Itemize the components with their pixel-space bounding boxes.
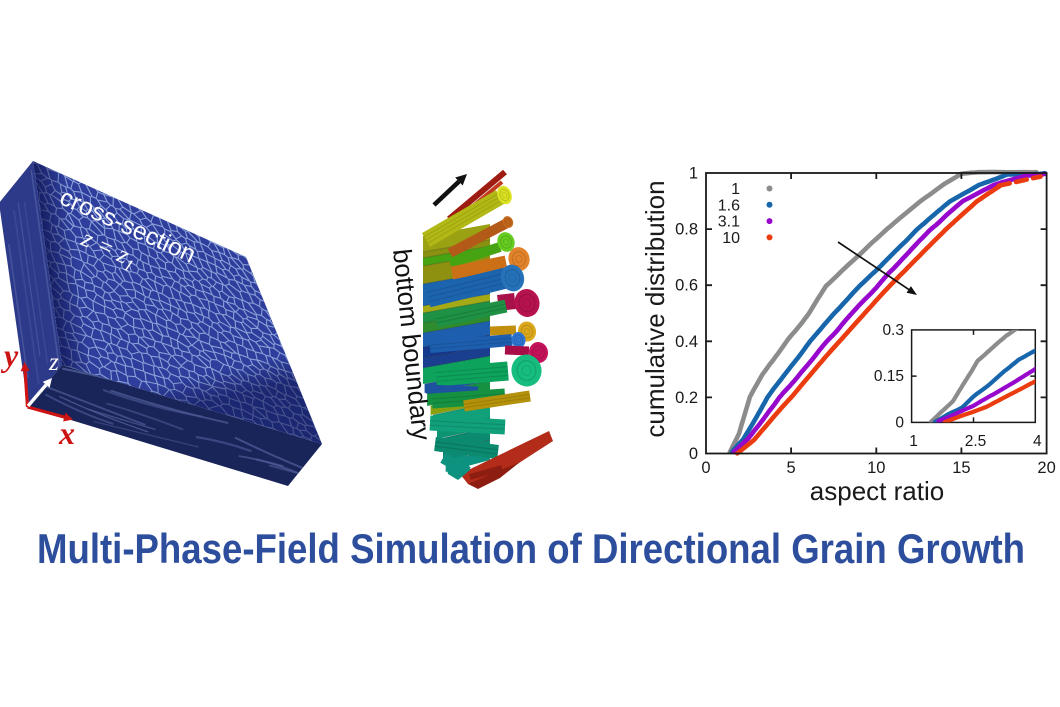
svg-text:0.4: 0.4 xyxy=(675,333,698,351)
svg-text:0: 0 xyxy=(689,445,698,463)
svg-text:0: 0 xyxy=(701,459,710,477)
svg-text:20: 20 xyxy=(1037,459,1055,477)
svg-text:0.8: 0.8 xyxy=(675,221,698,239)
svg-text:0.6: 0.6 xyxy=(675,277,698,295)
svg-text:aspect ratio: aspect ratio xyxy=(810,476,944,506)
svg-text:Multi-Phase-Field Simulation o: Multi-Phase-Field Simulation of Directio… xyxy=(37,525,1025,572)
svg-text:x: x xyxy=(58,415,75,451)
svg-text:3.1: 3.1 xyxy=(718,214,740,231)
svg-text:0.15: 0.15 xyxy=(874,368,904,385)
svg-text:10: 10 xyxy=(867,459,885,477)
svg-text:4: 4 xyxy=(1033,433,1042,450)
svg-text:1: 1 xyxy=(731,181,740,198)
svg-text:1: 1 xyxy=(689,165,698,183)
svg-text:2.5: 2.5 xyxy=(965,433,987,450)
svg-text:15: 15 xyxy=(952,459,970,477)
svg-text:0.3: 0.3 xyxy=(882,322,904,339)
svg-text:y: y xyxy=(0,337,19,373)
svg-text:5: 5 xyxy=(787,459,796,477)
svg-text:z: z xyxy=(48,349,59,376)
svg-text:1.6: 1.6 xyxy=(718,197,740,214)
svg-text:1: 1 xyxy=(909,433,918,450)
svg-text:0.2: 0.2 xyxy=(675,389,698,407)
svg-text:10: 10 xyxy=(722,230,740,247)
svg-text:cumulative distribution: cumulative distribution xyxy=(640,180,670,437)
svg-text:0: 0 xyxy=(895,414,904,431)
